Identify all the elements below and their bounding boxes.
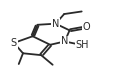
Text: SH: SH [76, 40, 89, 50]
Text: N: N [52, 19, 59, 29]
Text: S: S [11, 38, 17, 48]
Text: N: N [61, 36, 68, 46]
Text: O: O [82, 22, 90, 32]
